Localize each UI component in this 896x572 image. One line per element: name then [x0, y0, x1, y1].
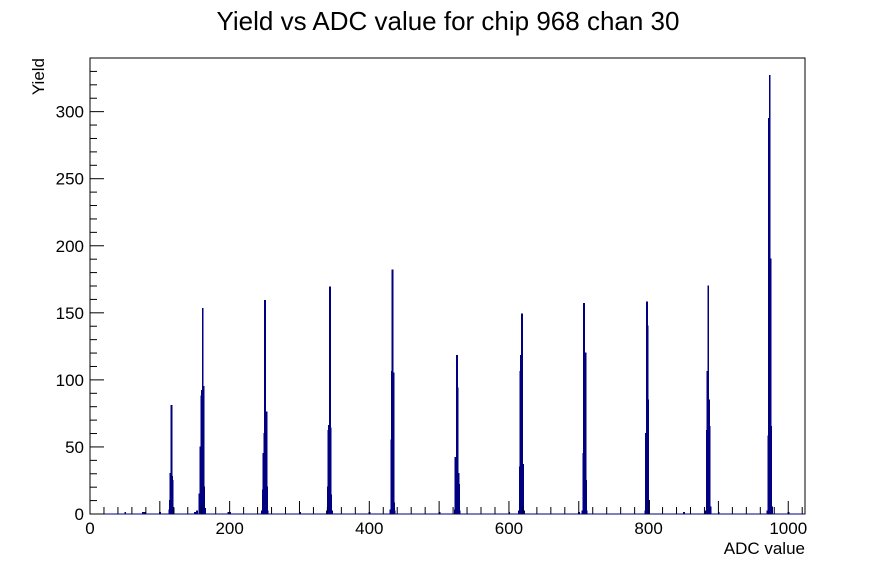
y-tick-label: 50: [65, 438, 84, 457]
x-tick-label: 0: [85, 519, 94, 538]
x-tick-label: 200: [215, 519, 243, 538]
plot-area: 0 200 400 600 800 1000 0 50 100 150 200 250 300: [56, 57, 807, 538]
y-tick-label: 300: [56, 103, 84, 122]
y-tick-label: 100: [56, 371, 84, 390]
chart-title: Yield vs ADC value for chip 968 chan 30: [217, 6, 680, 36]
x-tick-label: 400: [355, 519, 383, 538]
y-tick-label: 250: [56, 170, 84, 189]
x-tick-label: 1000: [769, 519, 807, 538]
y-tick-label: 0: [75, 505, 84, 524]
y-axis-title: Yield: [29, 58, 48, 95]
x-tick-label: 600: [495, 519, 523, 538]
y-axis: 0 50 100 150 200 250 300: [56, 57, 104, 524]
y-tick-label: 200: [56, 237, 84, 256]
x-axis-title: ADC value: [724, 539, 805, 558]
x-tick-label: 800: [634, 519, 662, 538]
x-axis: 0 200 400 600 800 1000: [85, 501, 807, 538]
histogram-line: [90, 74, 805, 515]
y-tick-label: 150: [56, 304, 84, 323]
